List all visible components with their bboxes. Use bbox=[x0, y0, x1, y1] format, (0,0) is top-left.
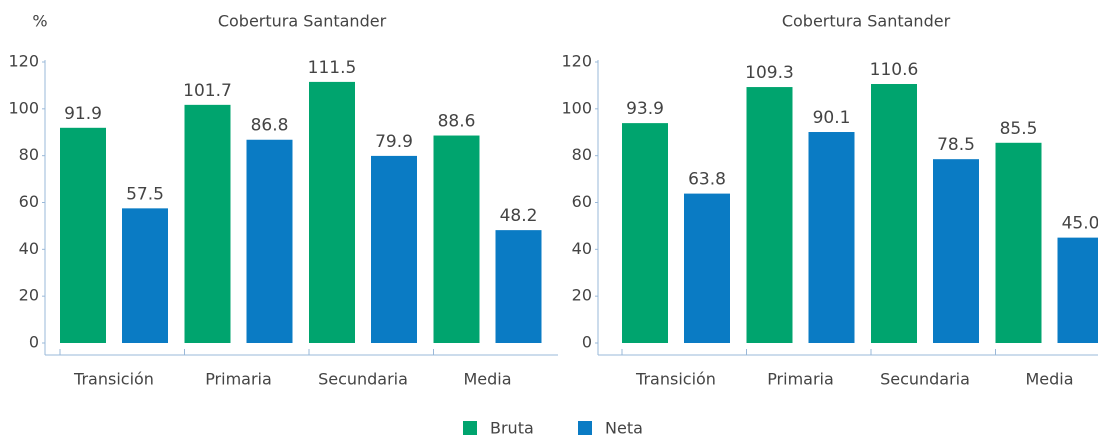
x-tick-label: Primaria bbox=[205, 370, 272, 389]
bar bbox=[808, 132, 855, 343]
bar bbox=[684, 193, 730, 343]
bar bbox=[246, 139, 293, 343]
y-tick-label: 120 bbox=[561, 52, 592, 71]
data-label: 57.5 bbox=[126, 184, 164, 204]
x-tick-label: Transición bbox=[635, 370, 716, 389]
y-tick-label: 20 bbox=[572, 286, 592, 305]
y-tick-label: 100 bbox=[8, 98, 39, 117]
data-label: 91.9 bbox=[64, 104, 102, 124]
data-label: 88.6 bbox=[438, 112, 476, 132]
legend-label: Neta bbox=[605, 419, 643, 438]
x-tick-label: Transición bbox=[73, 370, 154, 389]
chart-title: Cobertura Santander bbox=[218, 12, 387, 31]
bar bbox=[622, 123, 668, 344]
data-label: 90.1 bbox=[813, 108, 851, 128]
y-tick-label: 120 bbox=[8, 52, 39, 71]
data-label: 78.5 bbox=[937, 135, 975, 155]
data-label: 110.6 bbox=[870, 60, 919, 80]
bar bbox=[184, 104, 231, 343]
bar bbox=[1057, 237, 1098, 343]
data-label: 109.3 bbox=[745, 63, 794, 83]
bar bbox=[433, 135, 480, 343]
x-tick-label: Media bbox=[463, 370, 511, 389]
data-label: 111.5 bbox=[308, 58, 357, 78]
x-tick-label: Secundaria bbox=[880, 370, 970, 389]
data-label: 93.9 bbox=[626, 99, 664, 119]
bar bbox=[495, 230, 542, 343]
bar bbox=[371, 155, 417, 343]
legend-label: Bruta bbox=[490, 419, 534, 438]
bar bbox=[871, 84, 917, 344]
legend-swatch bbox=[463, 421, 477, 435]
y-tick-label: 40 bbox=[572, 239, 592, 258]
x-tick-label: Media bbox=[1025, 370, 1073, 389]
y-axis-label: % bbox=[32, 12, 47, 31]
y-tick-label: 100 bbox=[561, 98, 592, 117]
legend-swatch bbox=[578, 421, 592, 435]
bar bbox=[746, 87, 793, 343]
data-label: 63.8 bbox=[688, 170, 726, 190]
data-label: 45.0 bbox=[1062, 214, 1098, 234]
y-tick-label: 0 bbox=[582, 333, 592, 352]
y-tick-label: 60 bbox=[572, 192, 592, 211]
data-label: 85.5 bbox=[1000, 119, 1038, 139]
chart-title: Cobertura Santander bbox=[782, 12, 951, 31]
data-label: 101.7 bbox=[183, 81, 232, 101]
y-tick-label: 60 bbox=[19, 192, 39, 211]
bar bbox=[309, 81, 355, 343]
y-tick-label: 20 bbox=[19, 286, 39, 305]
data-label: 48.2 bbox=[500, 206, 538, 226]
y-tick-label: 80 bbox=[19, 145, 39, 164]
x-tick-label: Secundaria bbox=[318, 370, 408, 389]
data-label: 79.9 bbox=[375, 132, 413, 152]
bar bbox=[995, 142, 1042, 343]
x-tick-label: Primaria bbox=[767, 370, 834, 389]
bar bbox=[122, 208, 168, 343]
bar bbox=[60, 127, 106, 343]
bar bbox=[933, 159, 979, 343]
y-tick-label: 0 bbox=[29, 333, 39, 352]
y-tick-label: 80 bbox=[572, 145, 592, 164]
data-label: 86.8 bbox=[251, 116, 289, 136]
y-tick-label: 40 bbox=[19, 239, 39, 258]
